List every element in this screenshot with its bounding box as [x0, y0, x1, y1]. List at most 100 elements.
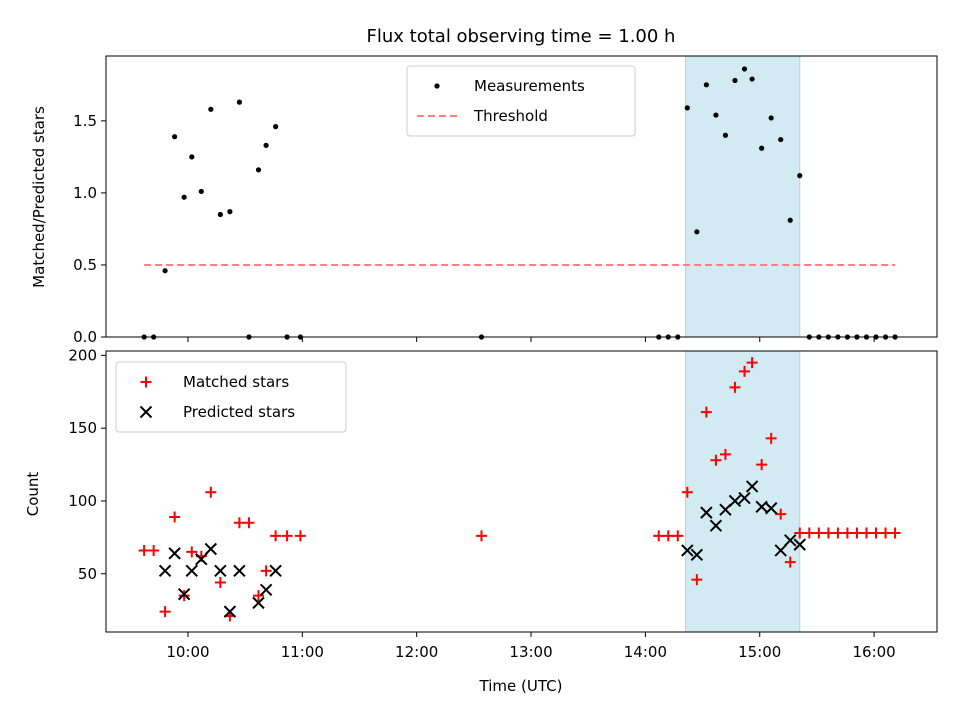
data-point	[787, 217, 793, 223]
data-point	[185, 564, 198, 578]
legend-swatch	[140, 376, 152, 388]
data-point	[169, 511, 181, 523]
data-point	[672, 530, 684, 542]
data-point	[233, 517, 245, 529]
data-point	[198, 188, 204, 195]
observing-window-span	[684, 55, 801, 338]
data-point	[738, 491, 751, 505]
data-point	[889, 527, 901, 539]
data-point	[851, 527, 863, 539]
legend-box	[115, 361, 347, 433]
top-legend: Measurements Threshold	[406, 65, 636, 137]
legend-entry: Measurements	[434, 77, 585, 95]
data-point	[784, 556, 796, 568]
x-tick-label: 10:00	[166, 643, 209, 661]
y-tick-label: 0.0	[73, 328, 97, 346]
data-point	[259, 583, 273, 596]
data-point	[700, 506, 713, 519]
data-point	[475, 530, 487, 542]
data-point	[775, 508, 787, 520]
data-point	[778, 136, 784, 143]
legend-label: Matched stars	[183, 373, 289, 391]
data-point	[186, 546, 198, 558]
axes-frame	[105, 55, 938, 338]
data-point	[793, 538, 806, 551]
data-point	[794, 527, 806, 539]
data-point	[294, 530, 306, 542]
data-point	[681, 486, 693, 498]
data-point	[703, 82, 709, 88]
data-point	[281, 530, 293, 542]
data-point	[741, 66, 748, 72]
legend-entry: Threshold	[417, 107, 548, 125]
bottom-y-axis-label: Count	[24, 472, 42, 517]
data-point	[681, 544, 694, 557]
x-tick-label: 13:00	[509, 643, 552, 661]
data-point	[719, 448, 731, 460]
data-point	[710, 454, 722, 466]
data-point	[832, 527, 844, 539]
data-point	[691, 574, 703, 586]
data-point	[172, 134, 178, 140]
data-point	[784, 534, 797, 547]
data-point	[738, 365, 750, 377]
data-point	[797, 173, 803, 179]
data-point	[662, 530, 674, 542]
x-tick-label: 16:00	[852, 643, 895, 661]
data-point	[158, 564, 172, 578]
data-point	[223, 605, 237, 618]
y-tick-label: 100	[68, 492, 97, 510]
data-point	[138, 544, 150, 556]
data-point	[263, 142, 269, 148]
data-point	[841, 527, 853, 539]
y-tick-label: 200	[68, 346, 97, 364]
data-point	[208, 106, 214, 112]
data-point	[700, 406, 712, 418]
data-point	[233, 564, 246, 578]
data-point	[764, 502, 778, 515]
y-tick-label: 1.0	[73, 184, 97, 202]
legend-label: Predicted stars	[183, 403, 295, 421]
series-predicted-stars	[158, 480, 806, 618]
data-point	[713, 112, 719, 118]
observing-window-span	[684, 350, 801, 633]
top-y-axis-label: Matched/Predicted stars	[30, 106, 48, 288]
top-panel-ratio: 0.0 0.5 1.0 1.5	[73, 55, 938, 346]
y-tick-label: 1.5	[73, 112, 97, 130]
bottom-panel-counts: 10:00 11:00 12:00 13:00 14:00 15:00 16:00 50 100…	[68, 346, 938, 661]
x-axis-label: Time (UTC)	[479, 677, 563, 695]
data-point	[204, 542, 218, 556]
legend-swatch	[434, 83, 440, 89]
data-point	[243, 517, 255, 529]
series-matched-stars	[138, 357, 901, 622]
data-point	[214, 564, 227, 578]
legend-entry: Predicted stars	[139, 403, 295, 421]
data-point	[745, 480, 759, 493]
data-point	[177, 587, 191, 601]
axes-frame	[105, 350, 938, 633]
data-point	[870, 527, 882, 539]
data-point	[189, 154, 195, 160]
data-point	[759, 145, 765, 151]
data-point	[813, 527, 825, 539]
legend-swatch	[139, 405, 153, 419]
bottom-legend: Matched stars Predicted stars	[115, 361, 347, 433]
data-point	[746, 357, 758, 369]
x-tick-label: 15:00	[738, 643, 781, 661]
data-point	[148, 544, 160, 556]
data-point	[728, 494, 742, 508]
data-point	[684, 105, 690, 111]
y-tick-label: 0.5	[73, 256, 97, 274]
legend-label: Measurements	[474, 77, 585, 95]
data-point	[159, 606, 171, 618]
data-point	[214, 576, 226, 588]
data-point	[255, 167, 262, 173]
data-point	[195, 552, 208, 566]
data-point	[768, 115, 774, 121]
data-point	[690, 548, 704, 562]
chart-title: Flux total observing time = 1.00 h	[367, 26, 676, 47]
y-tick-label: 50	[78, 565, 97, 583]
data-point	[260, 565, 272, 577]
data-point	[722, 132, 729, 138]
